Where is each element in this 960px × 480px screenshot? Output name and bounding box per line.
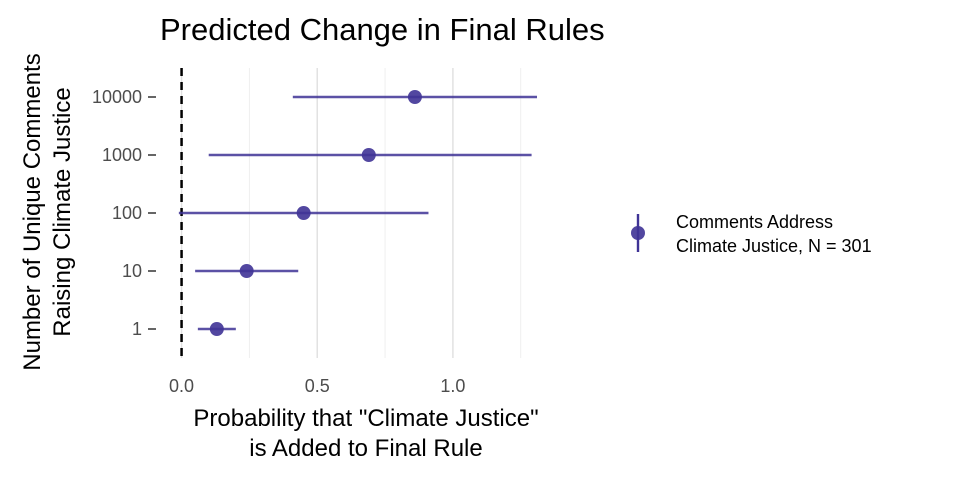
data-point xyxy=(209,322,224,336)
legend-label-line: Comments Address xyxy=(676,212,833,232)
y-axis-title-line: Raising Climate Justice xyxy=(49,87,76,336)
data-point xyxy=(361,148,376,162)
y-axis-ticks: 1 10 100 1000 10000 xyxy=(92,87,156,339)
y-axis-title: Number of Unique Comments Raising Climate… xyxy=(19,53,76,370)
y-tick-label: 10 xyxy=(122,261,142,281)
chart-title: Predicted Change in Final Rules xyxy=(160,12,605,47)
y-axis-title-line: Number of Unique Comments xyxy=(19,53,46,370)
error-bars xyxy=(178,95,538,331)
y-tick-label: 1000 xyxy=(102,145,142,165)
legend: Comments Address Climate Justice, N = 301 xyxy=(631,212,872,256)
data-points xyxy=(209,90,422,336)
x-tick-label: 1.0 xyxy=(440,376,465,396)
y-tick-label: 10000 xyxy=(92,87,142,107)
y-tick-label: 100 xyxy=(112,203,142,223)
x-axis-title-line: Probability that "Climate Justice" xyxy=(193,405,538,432)
x-tick-label: 0.0 xyxy=(169,376,194,396)
data-point xyxy=(296,206,311,220)
x-tick-label: 0.5 xyxy=(305,376,330,396)
x-axis-title: Probability that "Climate Justice" is Add… xyxy=(193,405,538,462)
x-axis-title-line: is Added to Final Rule xyxy=(249,435,482,462)
legend-label-line: Climate Justice, N = 301 xyxy=(676,236,872,256)
legend-key-point xyxy=(631,226,645,240)
data-point xyxy=(407,90,422,104)
data-point xyxy=(239,264,254,278)
x-axis-ticks: 0.0 0.5 1.0 xyxy=(169,376,465,396)
y-tick-label: 1 xyxy=(132,319,142,339)
